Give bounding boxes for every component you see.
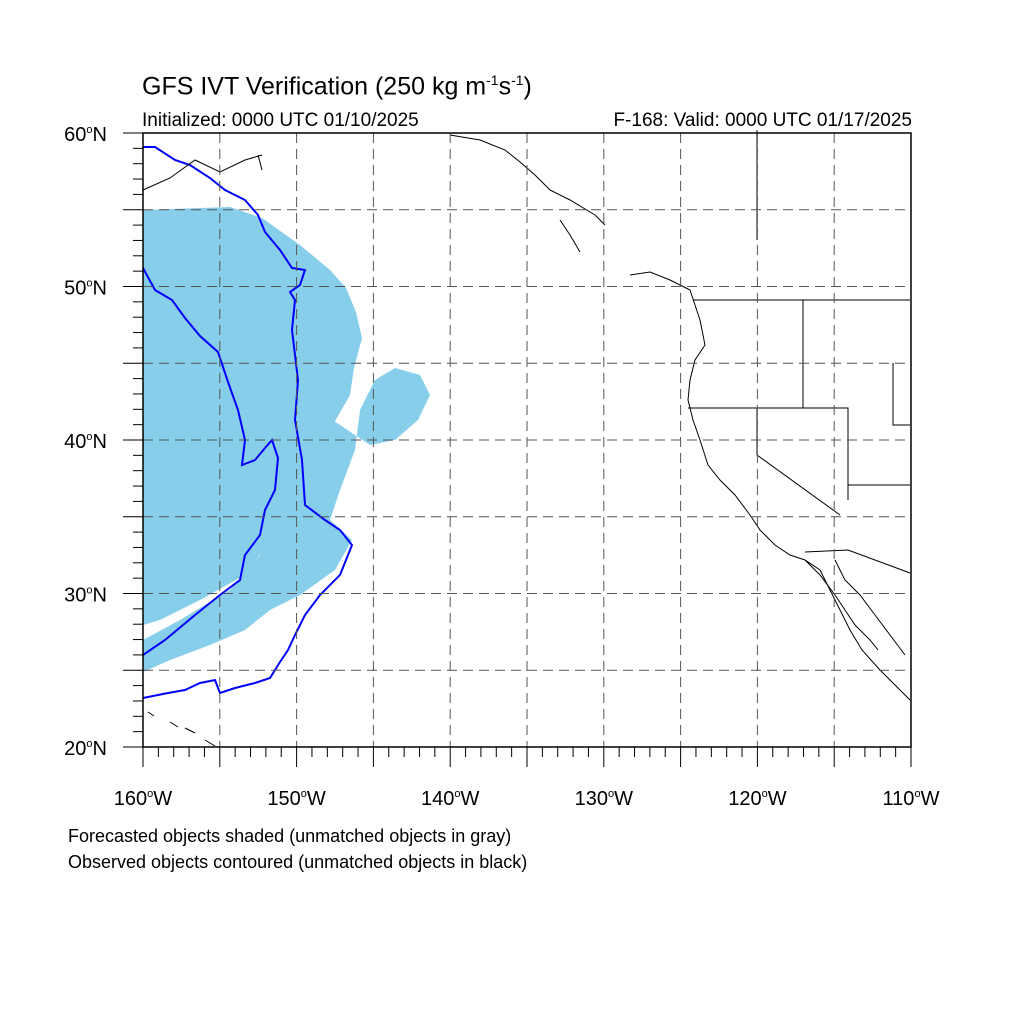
na-west-coast — [629, 271, 911, 701]
map-grid — [143, 133, 911, 747]
state-borders — [688, 130, 911, 574]
hawaii-islands — [147, 711, 216, 747]
forecast-object-central — [143, 360, 430, 672]
axis-ticks — [123, 132, 912, 767]
note-observed: Observed objects contoured (unmatched ob… — [68, 852, 528, 872]
valid-time-label: F-168: Valid: 0000 UTC 01/17/2025 — [613, 110, 912, 131]
observed-contour-main — [142, 146, 354, 699]
lat-label: 60oN — [64, 124, 107, 146]
observed-contour-west — [142, 267, 280, 656]
note-forecast: Forecasted objects shaded (unmatched obj… — [68, 826, 512, 846]
lat-label: 20oN — [64, 738, 107, 760]
lon-label: 130oW — [575, 788, 634, 810]
init-time-label: Initialized: 0000 UTC 01/10/2025 — [142, 110, 419, 131]
lat-label: 40oN — [64, 431, 107, 453]
lat-label: 30oN — [64, 585, 107, 607]
lon-label: 160oW — [114, 788, 173, 810]
lon-label: 150oW — [267, 788, 326, 810]
axis-labels: 160oW 150oW 140oW 130oW 120oW 110oW 60oN 50oN 40… — [64, 124, 939, 810]
lon-label: 140oW — [421, 788, 480, 810]
observed-contours — [142, 146, 354, 699]
alaska-coast — [142, 134, 606, 253]
forecast-objects — [143, 207, 430, 672]
lon-label: 110oW — [883, 788, 940, 810]
lon-label: 120oW — [728, 788, 787, 810]
baja-coast — [804, 559, 906, 656]
lat-label: 50oN — [64, 278, 107, 300]
map-title: GFS IVT Verification (250 kg m-1s-1) — [142, 72, 532, 101]
